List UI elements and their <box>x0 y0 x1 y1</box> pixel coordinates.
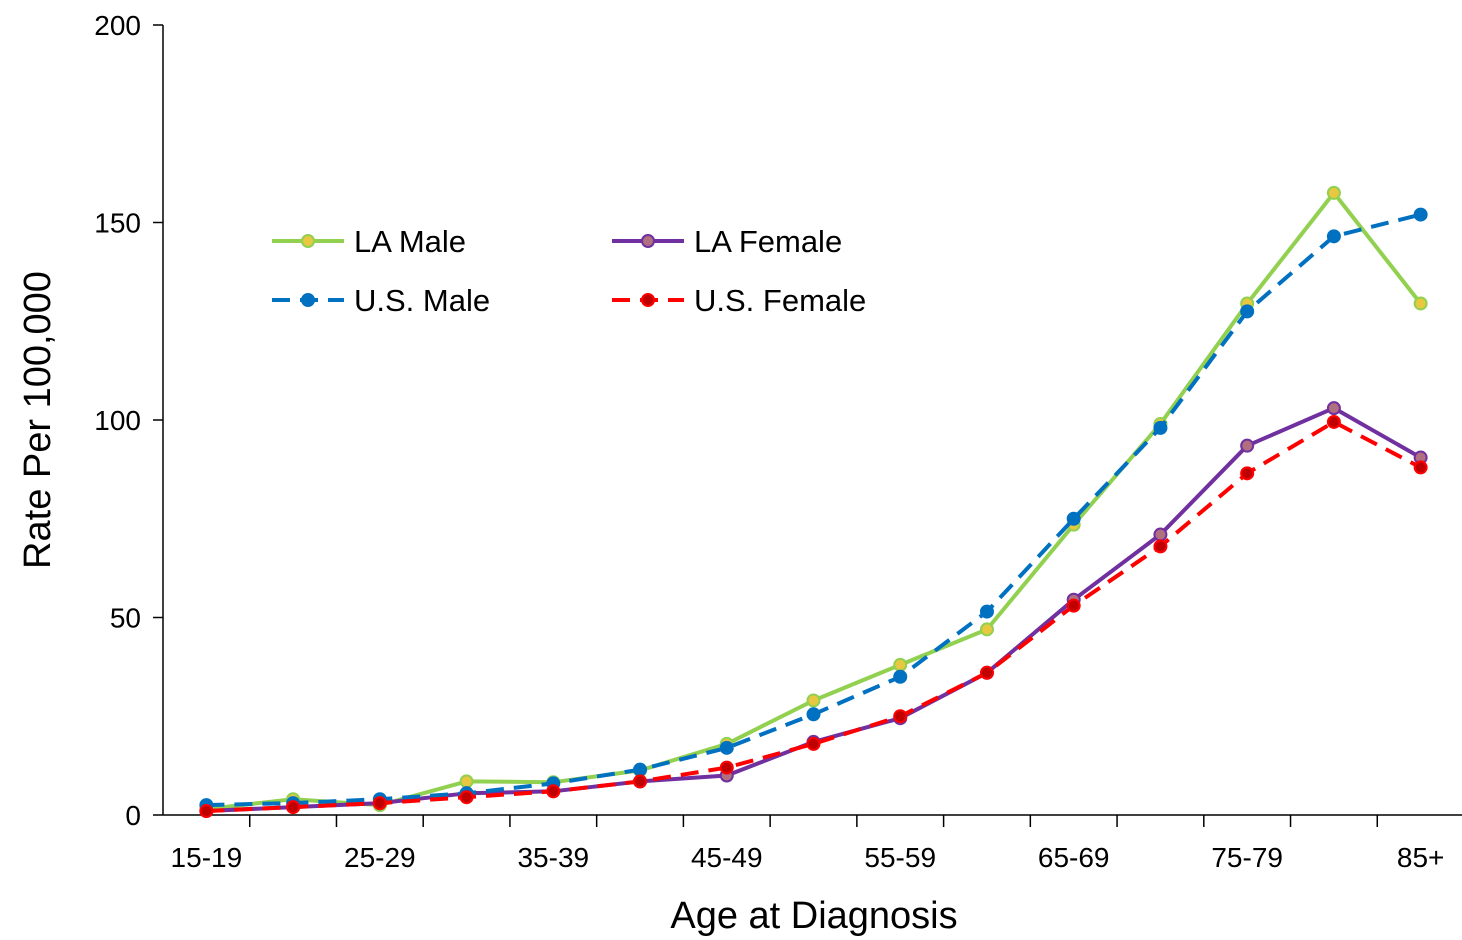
x-tick-label: 35-39 <box>517 842 589 873</box>
data-point <box>1153 420 1168 435</box>
data-point <box>806 693 821 708</box>
y-axis-title: Rate Per 100,000 <box>17 271 59 569</box>
legend-label: LA Female <box>694 224 842 259</box>
data-point <box>719 740 734 755</box>
series-line-u-s-female <box>206 420 1422 813</box>
x-tick-label: 15-19 <box>171 842 243 873</box>
data-point <box>199 804 214 819</box>
data-point <box>893 657 908 672</box>
data-point <box>1326 401 1341 416</box>
data-point <box>1066 511 1081 526</box>
legend: LA Male LA Female U.S. Male U.S. Female <box>272 224 866 318</box>
legend-entry-u-s-male: U.S. Male <box>272 283 490 318</box>
data-point <box>546 784 561 799</box>
data-point <box>806 707 821 722</box>
y-tick-label: 50 <box>110 603 141 634</box>
legend-label: LA Male <box>354 224 466 259</box>
data-point <box>1240 304 1255 319</box>
x-ticks: 15-19 25-29 35-39 45-49 55-59 65-69 75-79 85+ <box>171 815 1445 873</box>
data-point <box>459 790 474 805</box>
legend-swatch-marker <box>641 293 655 307</box>
data-point <box>1240 438 1255 453</box>
legend-swatch-marker <box>301 234 315 248</box>
data-point <box>893 669 908 684</box>
data-point <box>719 760 734 775</box>
y-tick-label: 150 <box>94 208 141 239</box>
x-tick-label: 85+ <box>1397 842 1445 873</box>
y-ticks: 0 50 100 150 200 <box>94 10 163 831</box>
x-tick-label: 45-49 <box>691 842 763 873</box>
series-u-s-female <box>199 414 1428 819</box>
data-point <box>979 604 994 619</box>
axes: 0 50 100 150 200 15-19 25-29 35-39 45-49 55-59 65… <box>94 10 1462 873</box>
data-point <box>1240 466 1255 481</box>
data-point <box>1153 539 1168 554</box>
data-point <box>1066 598 1081 613</box>
data-point <box>1413 460 1428 475</box>
data-point <box>1413 296 1428 311</box>
legend-swatch-marker <box>641 234 655 248</box>
legend-entry-la-female: LA Female <box>612 224 842 259</box>
data-point <box>1326 414 1341 429</box>
x-tick-label: 25-29 <box>344 842 416 873</box>
y-tick-label: 200 <box>94 10 141 41</box>
data-point <box>893 709 908 724</box>
data-point <box>286 800 301 815</box>
x-tick-label: 65-69 <box>1038 842 1110 873</box>
data-point <box>1153 527 1168 542</box>
legend-label: U.S. Female <box>694 283 866 318</box>
series-la-female <box>199 401 1428 819</box>
data-point <box>459 774 474 789</box>
data-point <box>1326 229 1341 244</box>
data-point <box>806 736 821 751</box>
x-axis-title: Age at Diagnosis <box>670 895 957 937</box>
x-tick-label: 55-59 <box>864 842 936 873</box>
legend-entry-u-s-female: U.S. Female <box>612 283 866 318</box>
data-point <box>1413 207 1428 222</box>
data-point <box>633 762 648 777</box>
legend-label: U.S. Male <box>354 283 490 318</box>
data-point <box>979 665 994 680</box>
legend-entry-la-male: LA Male <box>272 224 466 259</box>
data-point <box>979 622 994 637</box>
data-point <box>372 796 387 811</box>
series-group <box>199 185 1428 819</box>
data-point <box>633 774 648 789</box>
y-tick-label: 100 <box>94 405 141 436</box>
legend-swatch-marker <box>301 293 315 307</box>
y-tick-label: 0 <box>125 800 141 831</box>
x-tick-label: 75-79 <box>1211 842 1283 873</box>
data-point <box>1326 185 1341 200</box>
